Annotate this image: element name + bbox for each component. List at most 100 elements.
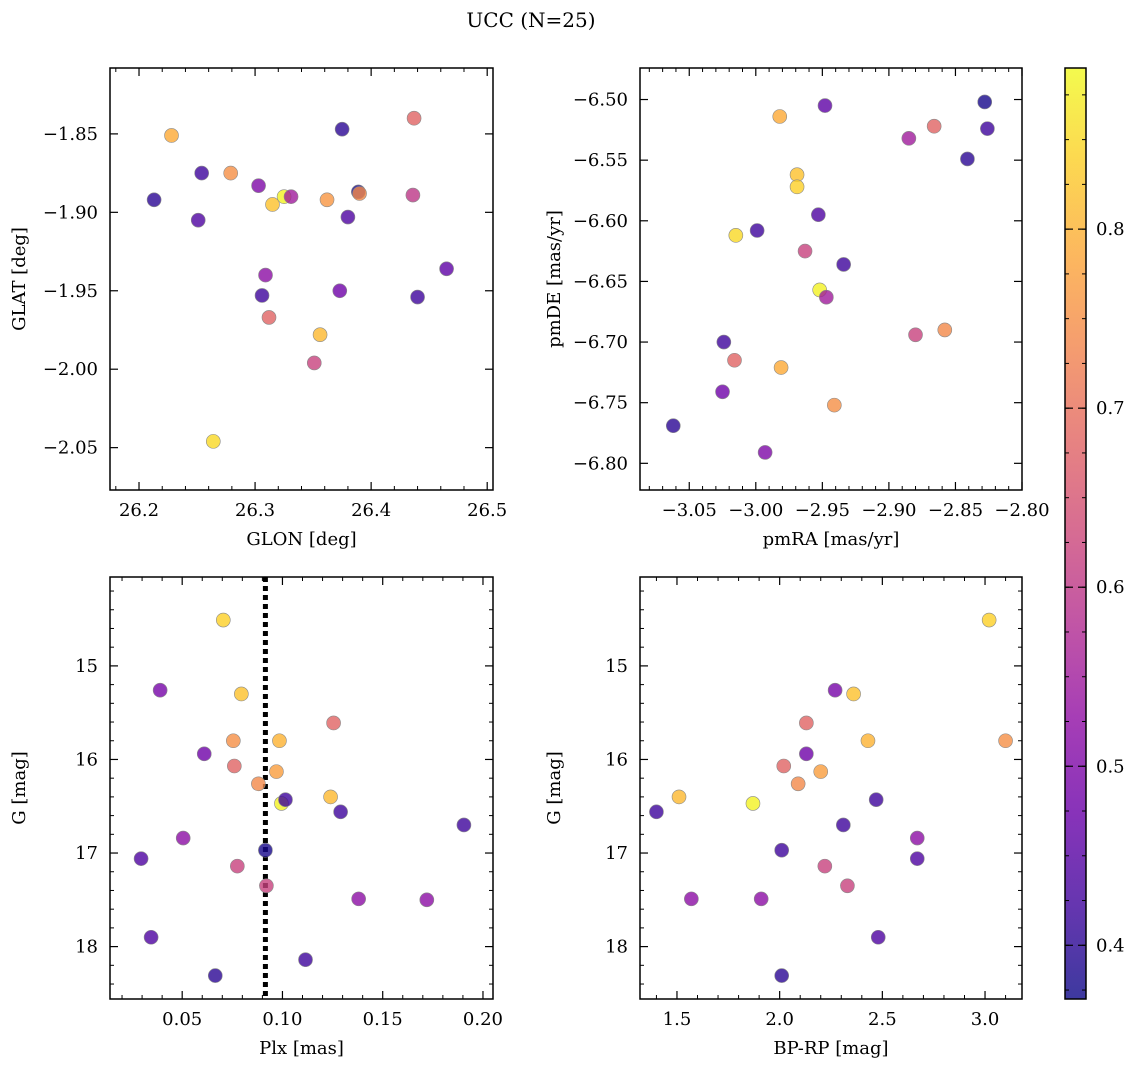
x-tick-label: −3.05 bbox=[662, 500, 717, 521]
scatter-point bbox=[196, 746, 212, 762]
scatter-point bbox=[827, 682, 843, 698]
scatter-point bbox=[340, 209, 356, 225]
scatter-point bbox=[665, 418, 681, 434]
scatter-point bbox=[772, 109, 788, 124]
x-tick-label: −2.80 bbox=[994, 500, 1049, 521]
scatter-point bbox=[789, 179, 805, 195]
axes-frame bbox=[109, 576, 494, 1000]
y-tick-label: −6.75 bbox=[573, 393, 628, 414]
scatter-point bbox=[998, 733, 1013, 749]
scatter-point bbox=[419, 892, 435, 908]
scatter-point bbox=[790, 776, 806, 792]
scatter-point bbox=[836, 257, 851, 272]
panel-4: 1.5 2.0 2.5 3.0 15 16 17 18 BP-RP [mag] G [mag] bbox=[544, 576, 1023, 1059]
panel-2: −3.05 −3.00 −2.95 −2.90 −2.85 −2.80 −6.50 −6.55… bbox=[544, 67, 1050, 550]
scatter-point bbox=[410, 289, 425, 305]
scatter-point bbox=[776, 758, 792, 774]
scatter-point bbox=[261, 310, 277, 325]
scatter-point bbox=[716, 334, 732, 350]
x-tick-label: 26.2 bbox=[119, 500, 159, 521]
figure-title: UCC (N=25) bbox=[466, 8, 595, 32]
x-tick-label: −2.85 bbox=[928, 500, 983, 521]
colorbar-tick-label: 0.5 bbox=[1096, 756, 1125, 777]
scatter-point bbox=[152, 682, 168, 698]
scatter-point bbox=[215, 612, 231, 628]
colorbar-tick-label: 0.4 bbox=[1096, 935, 1125, 956]
y-tick-label: 16 bbox=[75, 749, 98, 770]
scatter-point bbox=[352, 186, 367, 201]
scatter-point bbox=[439, 261, 454, 277]
scatter-point bbox=[840, 878, 855, 894]
scatter-point bbox=[298, 952, 313, 968]
x-tick-label: 2.5 bbox=[868, 1009, 897, 1030]
scatter-point bbox=[937, 322, 953, 338]
x-tick-label: 0.15 bbox=[363, 1009, 403, 1030]
panel-3: 0.05 0.10 0.15 0.20 15 16 17 18 Plx [mas] G [mag] bbox=[9, 576, 503, 1059]
scatter-point bbox=[977, 94, 993, 110]
scatter-point bbox=[133, 851, 149, 866]
scatter-point bbox=[799, 715, 814, 731]
scatter-point bbox=[227, 758, 242, 774]
scatter-point bbox=[827, 397, 842, 413]
x-tick-label: 26.3 bbox=[235, 500, 275, 521]
scatter-point bbox=[175, 830, 191, 846]
x-tick-label: 2.0 bbox=[765, 1009, 794, 1030]
scatter-point bbox=[715, 384, 730, 400]
scatter-point bbox=[333, 804, 348, 820]
scatter-point bbox=[813, 764, 829, 779]
scatter-point bbox=[146, 192, 162, 208]
scatter-point bbox=[870, 929, 886, 945]
scatter-point bbox=[251, 178, 266, 193]
scatter-point bbox=[745, 796, 761, 811]
scatter-point bbox=[846, 686, 861, 702]
scatter-point bbox=[960, 151, 975, 167]
scatter-point bbox=[981, 612, 997, 628]
x-axis-label: pmRA [mas/yr] bbox=[763, 529, 900, 550]
scatter-point bbox=[164, 128, 179, 143]
y-tick-label: 18 bbox=[75, 937, 98, 958]
scatter-point bbox=[226, 733, 241, 749]
y-tick-label: −1.90 bbox=[43, 202, 98, 223]
scatter-point bbox=[230, 858, 245, 874]
scatter-point bbox=[901, 131, 917, 146]
scatter-point bbox=[258, 842, 273, 858]
axes-frame bbox=[639, 67, 1023, 491]
y-tick-label: −6.80 bbox=[573, 453, 628, 474]
panel-1: 26.2 26.3 26.4 26.5 −1.85 −1.90 −1.95 −2.00 −2.0… bbox=[9, 67, 507, 550]
scatter-point bbox=[649, 804, 664, 820]
x-tick-label: 0.05 bbox=[162, 1009, 202, 1030]
scatter-point bbox=[205, 434, 221, 449]
scatter-point bbox=[269, 764, 284, 779]
scatter-point bbox=[405, 187, 421, 203]
scatter-point bbox=[909, 851, 925, 866]
y-tick-label: −2.05 bbox=[43, 438, 98, 459]
scatter-point bbox=[194, 165, 209, 181]
y-tick-label: −1.95 bbox=[43, 281, 98, 302]
scatter-point bbox=[757, 445, 773, 460]
scatter-point bbox=[251, 776, 266, 792]
scatter-point bbox=[671, 789, 687, 805]
scatter-point bbox=[797, 243, 813, 259]
scatter-point bbox=[773, 360, 789, 375]
scatter-point bbox=[259, 878, 274, 894]
scatter-point bbox=[811, 207, 826, 223]
y-axis-label: G [mag] bbox=[9, 751, 30, 824]
y-tick-label: −6.60 bbox=[573, 211, 628, 232]
colorbar-tick-label: 0.8 bbox=[1096, 219, 1125, 240]
scatter-point bbox=[456, 817, 472, 833]
scatter-point bbox=[908, 327, 923, 343]
scatter-point bbox=[980, 121, 995, 136]
x-tick-label: 3.0 bbox=[971, 1009, 1000, 1030]
scatter-point bbox=[254, 288, 270, 303]
scatter-point bbox=[909, 830, 925, 846]
scatter-point bbox=[323, 789, 338, 805]
y-tick-label: 16 bbox=[605, 749, 628, 770]
scatter-point bbox=[143, 929, 159, 945]
colorbar-frame bbox=[1064, 67, 1087, 1000]
colorbar: 0.4 0.5 0.6 0.7 0.8 bbox=[1064, 67, 1125, 1000]
scatter-point bbox=[265, 197, 280, 212]
y-tick-label: −1.85 bbox=[43, 124, 98, 145]
x-tick-label: 26.5 bbox=[467, 500, 507, 521]
x-axis-label: GLON [deg] bbox=[246, 529, 356, 550]
x-tick-label: −3.00 bbox=[728, 500, 783, 521]
